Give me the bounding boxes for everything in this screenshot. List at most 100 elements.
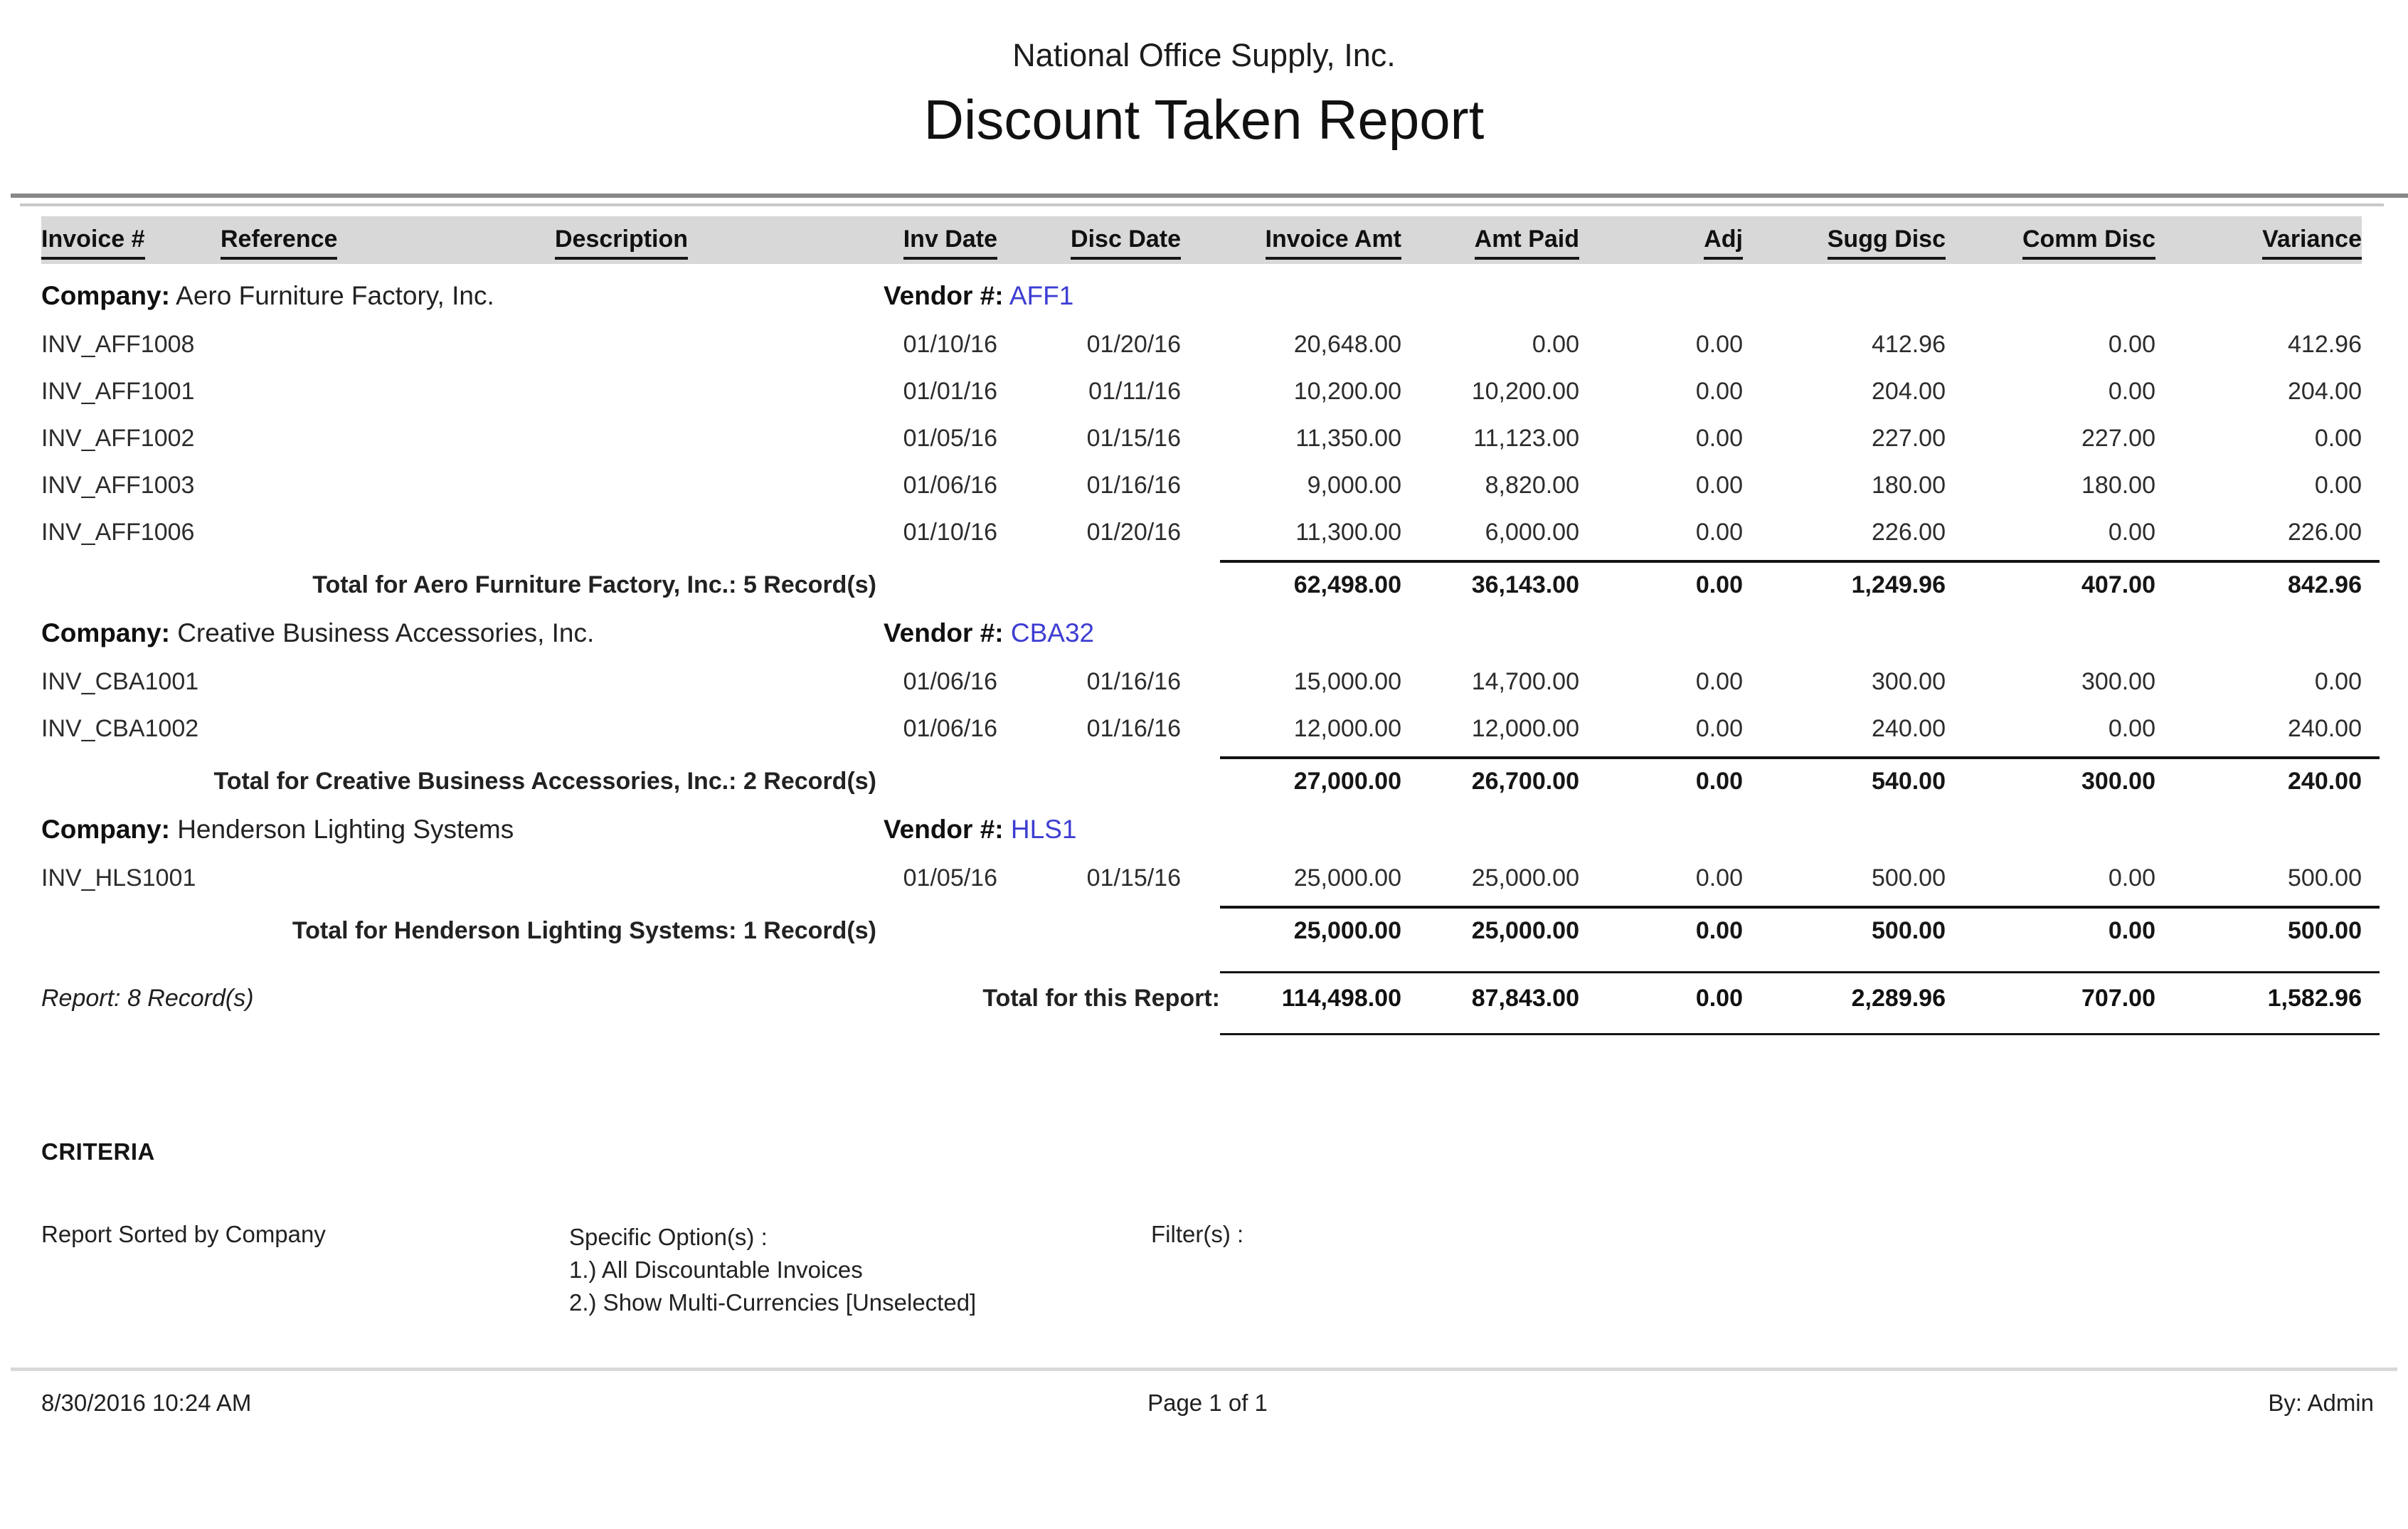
cell-invoice-number: INV_AFF1008 [41, 331, 195, 358]
invoice-row: INV_AFF1006 01/10/16 01/20/16 11,300.00 … [41, 509, 2362, 556]
total-sugg-disc: 540.00 [1872, 768, 1946, 795]
cell-adj: 0.00 [1695, 715, 1743, 742]
total-adj: 0.00 [1695, 571, 1743, 598]
invoice-row: INV_AFF1002 01/05/16 01/15/16 11,350.00 … [41, 415, 2362, 462]
cell-sugg-disc: 226.00 [1872, 519, 1946, 546]
company-name: Henderson Lighting Systems [177, 815, 514, 844]
cell-variance: 412.96 [2288, 331, 2362, 358]
invoice-row: INV_CBA1002 01/06/16 01/16/16 12,000.00 … [41, 705, 2362, 752]
column-header-reference: Reference [221, 226, 555, 260]
cell-inv-date: 01/06/16 [903, 472, 997, 499]
total-invoice-amt: 27,000.00 [1293, 768, 1401, 795]
page-header: National Office Supply, Inc. Discount Ta… [0, 0, 2408, 152]
cell-disc-date: 01/16/16 [1086, 472, 1181, 499]
cell-invoice-amt: 25,000.00 [1293, 864, 1401, 892]
cell-invoice-amt: 20,648.00 [1293, 331, 1401, 358]
cell-reference [221, 509, 555, 556]
cell-sugg-disc: 227.00 [1872, 425, 1946, 452]
cell-description [555, 855, 884, 901]
title-divider-dark [11, 194, 2408, 198]
cell-adj: 0.00 [1695, 472, 1743, 499]
total-invoice-amt: 62,498.00 [1293, 571, 1401, 598]
group-total-label: Total for Henderson Lighting Systems: 1 … [292, 917, 876, 944]
criteria-option-2: 2.) Show Multi-Currencies [Unselected] [569, 1289, 977, 1316]
column-header-sugg-disc: Sugg Disc [1743, 226, 1946, 260]
report-body: Invoice # Reference Description Inv Date… [41, 216, 2380, 1035]
cell-inv-date: 01/05/16 [903, 864, 997, 892]
vendor-line: Vendor #: AFF1 [884, 278, 1743, 314]
column-header-invoice-amt: Invoice Amt [1181, 226, 1401, 260]
cell-disc-date: 01/15/16 [1086, 864, 1181, 892]
cell-adj: 0.00 [1695, 668, 1743, 695]
cell-description [555, 705, 884, 752]
cell-amt-paid: 11,123.00 [1473, 425, 1579, 452]
column-header-inv-date: Inv Date [884, 226, 997, 260]
group-total-row: Total for Aero Furniture Factory, Inc.: … [41, 560, 2380, 601]
page-footer: 8/30/2016 10:24 AM Page 1 of 1 By: Admin [0, 1367, 2408, 1417]
page-title: Discount Taken Report [923, 88, 1485, 151]
vendor-link[interactable]: AFF1 [1009, 281, 1074, 310]
cell-variance: 0.00 [2314, 472, 2362, 499]
cell-sugg-disc: 240.00 [1872, 715, 1946, 742]
company-groups: Company: Aero Furniture Factory, Inc. Ve… [41, 278, 2380, 947]
cell-variance: 500.00 [2288, 864, 2362, 892]
group-total-label: Total for Creative Business Accessories,… [213, 768, 876, 795]
company-group: Company: Creative Business Accessories, … [41, 615, 2380, 798]
cell-inv-date: 01/01/16 [903, 378, 997, 405]
criteria-options: Specific Option(s) : 1.) All Discountabl… [569, 1221, 976, 1319]
report-total-comm-disc: 707.00 [2081, 985, 2155, 1012]
cell-variance: 0.00 [2314, 668, 2362, 695]
total-variance: 842.96 [2288, 571, 2362, 598]
cell-sugg-disc: 180.00 [1872, 472, 1946, 499]
cell-reference [221, 368, 555, 415]
column-header-amt-paid: Amt Paid [1401, 226, 1579, 260]
vendor-link[interactable]: CBA32 [1010, 618, 1095, 647]
total-adj: 0.00 [1695, 768, 1743, 795]
report-total-variance: 1,582.96 [2267, 985, 2362, 1012]
org-name: National Office Supply, Inc. [1012, 37, 1396, 73]
cell-amt-paid: 14,700.00 [1471, 668, 1579, 695]
cell-invoice-number: INV_HLS1001 [41, 864, 196, 892]
cell-amt-paid: 25,000.00 [1471, 864, 1579, 892]
total-amt-paid: 26,700.00 [1471, 768, 1579, 795]
criteria-heading: CRITERIA [41, 1138, 155, 1165]
company-header-row: Company: Creative Business Accessories, … [41, 615, 2362, 651]
cell-invoice-number: INV_AFF1006 [41, 519, 195, 546]
total-variance: 500.00 [2288, 917, 2362, 944]
cell-inv-date: 01/06/16 [903, 715, 997, 742]
cell-comm-disc: 0.00 [2108, 378, 2155, 405]
cell-adj: 0.00 [1695, 378, 1743, 405]
total-amt-paid: 36,143.00 [1471, 571, 1579, 598]
vendor-link[interactable]: HLS1 [1010, 815, 1077, 844]
cell-sugg-disc: 412.96 [1872, 331, 1946, 358]
invoice-row: INV_AFF1008 01/10/16 01/20/16 20,648.00 … [41, 321, 2362, 368]
cell-amt-paid: 0.00 [1532, 331, 1579, 358]
cell-comm-disc: 0.00 [2108, 331, 2155, 358]
vendor-label: Vendor #: [884, 281, 1004, 310]
cell-variance: 226.00 [2288, 519, 2362, 546]
cell-sugg-disc: 204.00 [1872, 378, 1946, 405]
vendor-line: Vendor #: HLS1 [884, 812, 1743, 847]
footer-divider [11, 1367, 2397, 1371]
cell-disc-date: 01/16/16 [1086, 668, 1181, 695]
group-total-row: Total for Creative Business Accessories,… [41, 756, 2380, 798]
cell-invoice-amt: 11,350.00 [1295, 425, 1401, 452]
report-total-adj: 0.00 [1695, 985, 1743, 1012]
invoice-row: INV_CBA1001 01/06/16 01/16/16 15,000.00 … [41, 658, 2362, 705]
criteria-options-label: Specific Option(s) : [569, 1224, 768, 1250]
cell-comm-disc: 227.00 [2081, 425, 2155, 452]
cell-comm-disc: 0.00 [2108, 715, 2155, 742]
column-header-comm-disc: Comm Disc [1946, 226, 2155, 260]
invoice-rows: INV_AFF1008 01/10/16 01/20/16 20,648.00 … [41, 321, 2362, 556]
criteria-sorted-by: Report Sorted by Company [41, 1221, 326, 1247]
cell-disc-date: 01/20/16 [1086, 519, 1181, 546]
cell-description [555, 509, 884, 556]
criteria-option-1: 1.) All Discountable Invoices [569, 1256, 863, 1283]
company-label: Company: [41, 281, 170, 310]
cell-description [555, 462, 884, 509]
cell-reference [221, 705, 555, 752]
column-header-adj: Adj [1579, 226, 1743, 260]
cell-sugg-disc: 500.00 [1872, 864, 1946, 892]
total-sugg-disc: 500.00 [1872, 917, 1946, 944]
report-total-row: Report: 8 Record(s) Total for this Repor… [41, 971, 2380, 1035]
